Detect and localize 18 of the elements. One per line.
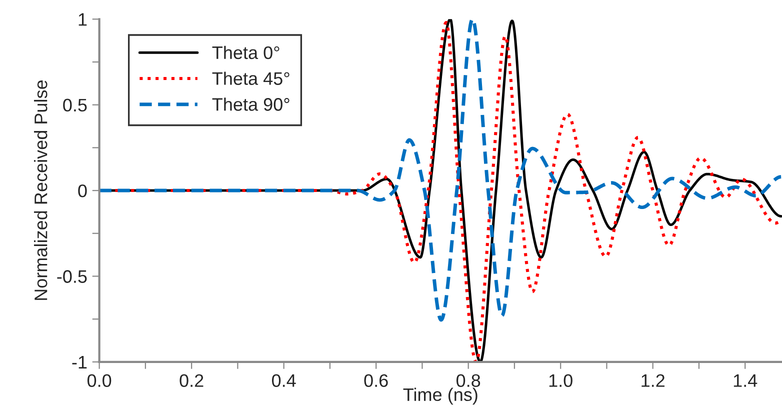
y-tick-label: 0.5	[63, 98, 87, 112]
x-tick-label: 0.6	[364, 374, 388, 387]
x-tick-label: 1.2	[642, 374, 664, 387]
x-tick-label: 0.2	[180, 374, 204, 387]
x-tick-label: 0.4	[272, 374, 296, 387]
legend-label: Theta 45°	[212, 72, 290, 85]
y-tick-label: 0	[78, 184, 87, 198]
x-tick-label: 1.4	[734, 374, 758, 387]
x-tick-label: 0.8	[456, 374, 480, 387]
x-tick-label: 1.0	[549, 374, 572, 387]
y-axis-title: Normalized Received Pulse	[34, 80, 48, 300]
legend-label: Theta 90°	[212, 98, 290, 111]
y-tick-label: -1	[72, 356, 87, 368]
legend-label: Theta 0°	[212, 46, 280, 60]
y-tick-label: -0.5	[57, 270, 87, 283]
x-axis-title: Time (ns)	[403, 388, 478, 405]
x-tick-label: 0.0	[87, 374, 112, 387]
y-tick-label: 1	[78, 13, 87, 26]
